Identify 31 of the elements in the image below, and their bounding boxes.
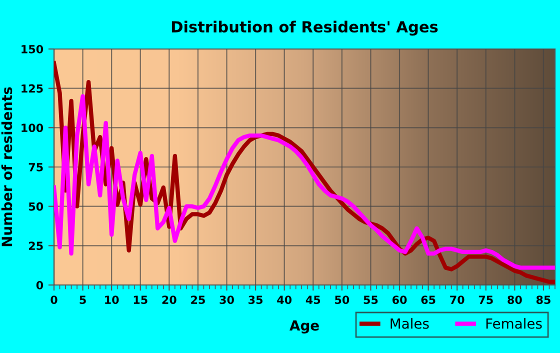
y-axis-title: Number of residents: [1, 87, 12, 246]
y-tick-label: 50: [28, 202, 44, 211]
x-tick-label: 75: [478, 296, 493, 304]
x-tick-label: 45: [306, 296, 320, 304]
y-tick-label: 0: [36, 280, 44, 290]
legend-label: Females: [486, 318, 542, 329]
x-tick-label: 0: [50, 296, 58, 304]
line-series: [54, 94, 555, 270]
x-tick-label: 10: [105, 296, 119, 304]
x-tick-label: 30: [220, 296, 234, 304]
x-tick-label: 40: [277, 296, 292, 304]
y-tick-label: 100: [22, 124, 44, 132]
x-tick-label: 35: [248, 296, 263, 304]
y-tick-label: 125: [22, 84, 43, 93]
legend-label: Males: [390, 318, 429, 329]
x-tick-label: 15: [134, 296, 148, 304]
x-tick-label: 65: [421, 296, 436, 304]
x-tick-label: 55: [364, 296, 378, 304]
x-tick-label: 85: [536, 296, 550, 304]
x-axis-title: Age: [290, 320, 319, 334]
chart-title: Distribution of Residents' Ages: [172, 20, 438, 36]
x-tick-label: 50: [335, 296, 350, 304]
y-tick-label: 150: [22, 44, 44, 54]
x-tick-label: 5: [80, 296, 86, 304]
x-tick-label: 60: [392, 296, 407, 304]
y-tick-label: 25: [29, 242, 43, 250]
x-tick-label: 25: [191, 296, 205, 304]
x-tick-label: 20: [162, 296, 176, 304]
x-tick-label: 80: [508, 296, 522, 304]
x-tick-label: 70: [450, 296, 464, 304]
y-tick-label: 75: [28, 163, 43, 172]
